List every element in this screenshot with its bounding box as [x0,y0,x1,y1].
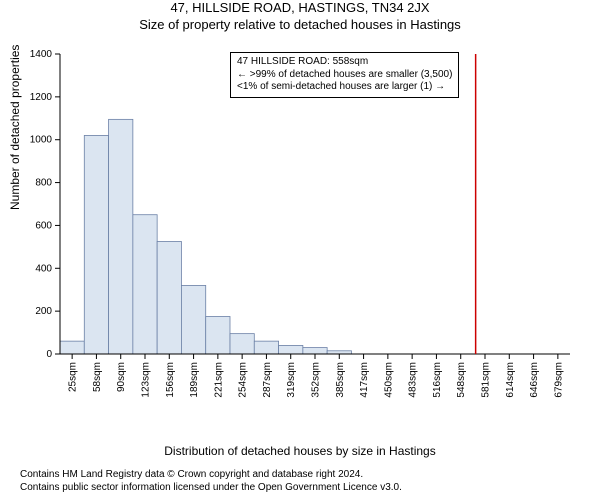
x-tick-label: 58sqm [92,362,103,392]
y-tick-label: 800 [35,178,52,189]
x-tick-label: 385sqm [335,362,346,398]
bar [254,341,278,354]
x-tick-label: 189sqm [189,362,200,398]
chart-svg: 0 200 400 600 800 1000 1200 1400 25sqm 58sqm 90sqm… [0,46,600,426]
x-tick-label: 450sqm [383,362,394,398]
y-tick-label: 0 [46,349,52,360]
bar [206,317,230,355]
y-axis-label: Number of detached properties [8,45,22,210]
bar [109,119,133,354]
y-tick-label: 1000 [30,135,53,146]
x-tick-label: 646sqm [529,362,540,398]
x-tick-label: 287sqm [262,362,273,398]
attribution-text: Contains HM Land Registry data © Crown c… [20,469,402,494]
y-tick-label: 200 [35,306,52,317]
bar [181,285,205,354]
bar [303,348,327,354]
x-tick-label: 254sqm [238,362,249,398]
x-tick-label: 417sqm [359,362,370,398]
x-tick-label: 548sqm [456,362,467,398]
x-tick-label: 319sqm [286,362,297,398]
x-tick-label: 221sqm [213,362,224,398]
annotation-line-2: ← >99% of detached houses are smaller (3… [237,69,452,82]
bar [230,334,254,354]
y-tick-label: 1400 [30,49,53,60]
bar [60,341,84,354]
x-tick-label: 516sqm [432,362,443,398]
x-tick-label: 156sqm [165,362,176,398]
chart-title: 47, HILLSIDE ROAD, HASTINGS, TN34 2JX [0,0,600,15]
chart-subtitle: Size of property relative to detached ho… [0,17,600,32]
x-tick-label: 90sqm [116,362,127,392]
annotation-box: 47 HILLSIDE ROAD: 558sqm ← >99% of detac… [230,52,459,98]
annotation-line-3: <1% of semi-detached houses are larger (… [237,81,452,94]
bar [84,135,108,354]
chart-area: 0 200 400 600 800 1000 1200 1400 25sqm 58sqm 90sqm… [0,46,600,426]
y-tick-label: 1200 [30,92,53,103]
y-tick-label: 400 [35,263,52,274]
bar [279,345,303,354]
attribution-line-2: Contains public sector information licen… [20,482,402,495]
x-tick-label: 352sqm [311,362,322,398]
x-tick-label: 123sqm [141,362,152,398]
chart-container: 47, HILLSIDE ROAD, HASTINGS, TN34 2JX Si… [0,0,600,500]
x-tick-label: 614sqm [505,362,516,398]
y-tick-label: 600 [35,220,52,231]
attribution-line-1: Contains HM Land Registry data © Crown c… [20,469,402,482]
x-tick-label: 25sqm [68,362,79,392]
x-tick-label: 483sqm [408,362,419,398]
x-tick-label: 581sqm [481,362,492,398]
bar [133,215,157,354]
x-tick-label: 679sqm [553,362,564,398]
x-axis-label: Distribution of detached houses by size … [0,444,600,458]
bar [157,242,181,355]
annotation-line-1: 47 HILLSIDE ROAD: 558sqm [237,56,452,69]
